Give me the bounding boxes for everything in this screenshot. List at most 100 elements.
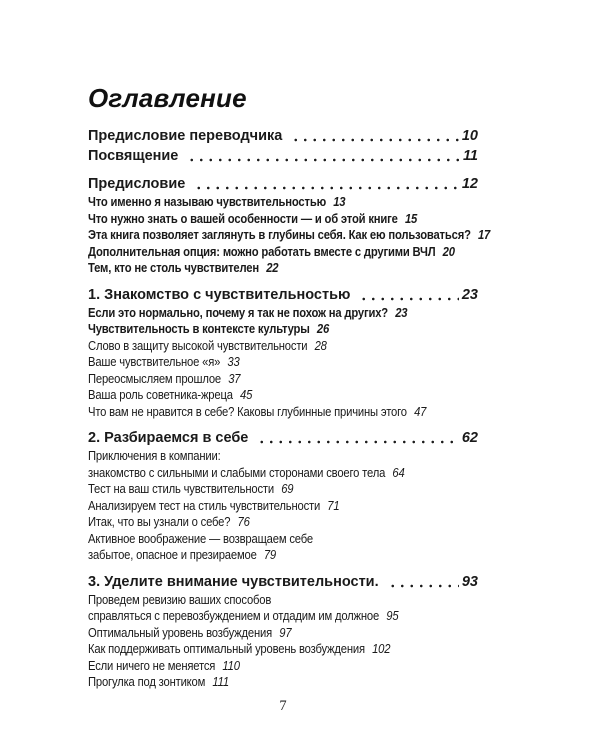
toc-sub-entry: Что нужно знать о вашей особенности — и … <box>88 211 439 228</box>
toc-entry-title: забытое, опасное и презираемое <box>88 548 257 562</box>
toc-sub-entry: Приключения в компании: <box>88 448 439 465</box>
toc-entry-page: 26 <box>316 322 330 336</box>
toc-sub-entry: Ваша роль советника-жреца 45 <box>88 387 439 404</box>
toc-chapter-entry: 2. Разбираемся в себе 62 <box>88 428 478 448</box>
dot-leader <box>385 571 459 592</box>
toc-section-preface: Предисловие 12 Что именно я называю чувс… <box>88 174 490 277</box>
toc-sub-entry: Дополнительная опция: можно работать вме… <box>88 244 455 261</box>
toc-entry-page: 47 <box>414 404 427 419</box>
toc-entry-page: 62 <box>461 430 478 446</box>
toc-sub-entry: справляться с перевозбуждением и отдадим… <box>88 608 439 625</box>
toc-sub-entry: Переосмысляем прошлое 37 <box>88 371 439 388</box>
page-title: Оглавление <box>88 83 247 113</box>
toc-entry-page: 79 <box>263 548 277 562</box>
toc-entry-page: 69 <box>281 482 294 496</box>
toc-entry-title: Оптимальный уровень возбуждения <box>88 625 273 640</box>
toc-entry-title: справляться с перевозбуждением и отдадим… <box>88 609 380 623</box>
toc-entry-title: Слово в защиту высокой чувствительности <box>88 338 308 353</box>
toc-section-chapter-2: 2. Разбираемся в себе 62 Приключения в к… <box>88 428 478 564</box>
toc-entry-title: Прогулка под зонтиком <box>88 675 206 689</box>
toc-sub-entry: Что именно я называю чувствительностью 13 <box>88 194 439 211</box>
toc-entry-page: 13 <box>333 195 346 209</box>
toc-entry-title: Тест на ваш стиль чувствительности <box>88 482 274 496</box>
toc-sub-entry: Итак, что вы узнали о себе? 76 <box>88 514 439 531</box>
toc-entry-page: 97 <box>279 625 292 640</box>
toc-entry-page: 23 <box>395 305 408 320</box>
toc-entry-title: Что вам не нравится в себе? Каковы глуби… <box>88 404 407 419</box>
toc-entry-title: Предисловие переводчика <box>88 128 283 144</box>
toc-entry-page: 17 <box>477 228 491 242</box>
toc-entry-page: 10 <box>461 128 478 144</box>
toc-entry-page: 45 <box>240 388 253 402</box>
toc-chapter-entry: Предисловие 12 <box>88 174 478 194</box>
toc-entry-page: 102 <box>372 642 391 656</box>
toc-entry-title: знакомство с сильными и слабыми сторонам… <box>88 465 386 480</box>
toc-entry-page: 22 <box>266 261 279 275</box>
toc-sub-entry: Анализируем тест на стиль чувствительнос… <box>88 498 439 515</box>
toc-entry-page: 33 <box>227 355 240 369</box>
toc-entry-title: Активное воображение — возвращаем себе <box>88 531 313 546</box>
toc-sub-entry: знакомство с сильными и слабыми сторонам… <box>88 465 439 482</box>
toc-sub-entry: Проведем ревизию ваших способов <box>88 592 439 609</box>
toc-sub-entry: Если ничего не меняется 110 <box>88 658 439 675</box>
toc-sub-entry: Слово в защиту высокой чувствительности 2… <box>88 338 439 355</box>
toc-entry-page: 20 <box>442 244 455 259</box>
toc-entry-page: 64 <box>392 465 405 480</box>
toc-entry-title: Чувствительность в контексте культуры <box>88 322 310 336</box>
toc-entry-title: 1. Знакомство с чувствительностью <box>88 286 351 303</box>
toc-section-front-matter: Предисловие переводчика 10 Посвящение 11 <box>88 126 478 166</box>
toc-entry-page: 23 <box>461 286 478 303</box>
toc-sub-entry: Активное воображение — возвращаем себе <box>88 531 439 548</box>
dot-leader <box>255 428 459 448</box>
toc-entry-title: Ваша роль советника-жреца <box>88 388 233 402</box>
toc-entry-title: Приключения в компании: <box>88 449 221 463</box>
toc-entry-title: Тем, кто не столь чувствителен <box>88 261 259 275</box>
toc-entry-title: Проведем ревизию ваших способов <box>88 592 272 607</box>
toc-sub-entry: Оптимальный уровень возбуждения 97 <box>88 625 439 642</box>
toc-entry-title: Как поддерживать оптимальный уровень воз… <box>88 642 365 656</box>
toc-section-chapter-3: 3. Уделите внимание чувствительности. 93… <box>88 571 478 691</box>
toc-entry-title: Предисловие <box>88 176 186 192</box>
dot-leader <box>357 284 459 305</box>
page-number: 7 <box>279 697 287 714</box>
toc-entry-page: 15 <box>404 211 418 226</box>
toc-entry-page: 12 <box>461 176 478 192</box>
toc-entry-title: Итак, что вы узнали о себе? <box>88 515 231 529</box>
toc-entry-title: Что именно я называю чувствительностью <box>88 195 327 209</box>
toc-entry-page: 111 <box>212 675 229 689</box>
toc-sub-entry: Как поддерживать оптимальный уровень воз… <box>88 641 439 658</box>
toc-entry-page: 95 <box>386 609 399 623</box>
toc-entry-title: Эта книга позволяет заглянуть в глубины … <box>88 228 471 242</box>
toc-sub-entry: Тем, кто не столь чувствителен 22 <box>88 260 439 277</box>
toc-entry-page: 11 <box>462 148 478 164</box>
toc-entry-page: 76 <box>237 515 250 529</box>
toc-chapter-entry: Посвящение 11 <box>88 146 478 166</box>
toc-entry-title: Если ничего не меняется <box>88 658 216 673</box>
toc-entry-page: 37 <box>228 371 241 386</box>
toc-sub-entry: Ваше чувствительное «я» 33 <box>88 354 439 371</box>
toc-entry-title: 3. Уделите внимание чувствительности. <box>88 573 379 590</box>
toc-entry-title: 2. Разбираемся в себе <box>88 430 249 446</box>
toc-entry-title: Анализируем тест на стиль чувствительнос… <box>88 498 321 513</box>
toc-sub-entry: Что вам не нравится в себе? Каковы глуби… <box>88 404 439 421</box>
toc-sub-entry: Если это нормально, почему я так не похо… <box>88 305 439 322</box>
toc-entry-page: 28 <box>314 338 327 353</box>
toc-chapter-entry: 1. Знакомство с чувствительностью 23 <box>88 284 478 305</box>
dot-leader <box>289 126 459 146</box>
toc-entry-title: Посвящение <box>88 148 179 164</box>
toc-entry-title: Дополнительная опция: можно работать вме… <box>88 244 436 259</box>
toc-entry-page: 71 <box>327 498 340 513</box>
toc-chapter-entry: Предисловие переводчика 10 <box>88 126 478 146</box>
toc-entry-title: Если это нормально, почему я так не похо… <box>88 305 389 320</box>
toc-entry-title: Что нужно знать о вашей особенности — и … <box>88 211 398 226</box>
toc-entry-page: 110 <box>222 658 240 673</box>
toc-entry-title: Ваше чувствительное «я» <box>88 355 221 369</box>
toc-sub-entry: забытое, опасное и презираемое 79 <box>88 547 439 564</box>
dot-leader <box>185 146 460 166</box>
toc-chapter-entry: 3. Уделите внимание чувствительности. 93 <box>88 571 478 592</box>
toc-entry-page: 93 <box>461 573 478 590</box>
toc-section-chapter-1: 1. Знакомство с чувствительностью 23 Есл… <box>88 284 478 421</box>
toc-sub-entry: Прогулка под зонтиком 111 <box>88 674 439 691</box>
toc-sub-entry: Эта книга позволяет заглянуть в глубины … <box>88 227 490 244</box>
